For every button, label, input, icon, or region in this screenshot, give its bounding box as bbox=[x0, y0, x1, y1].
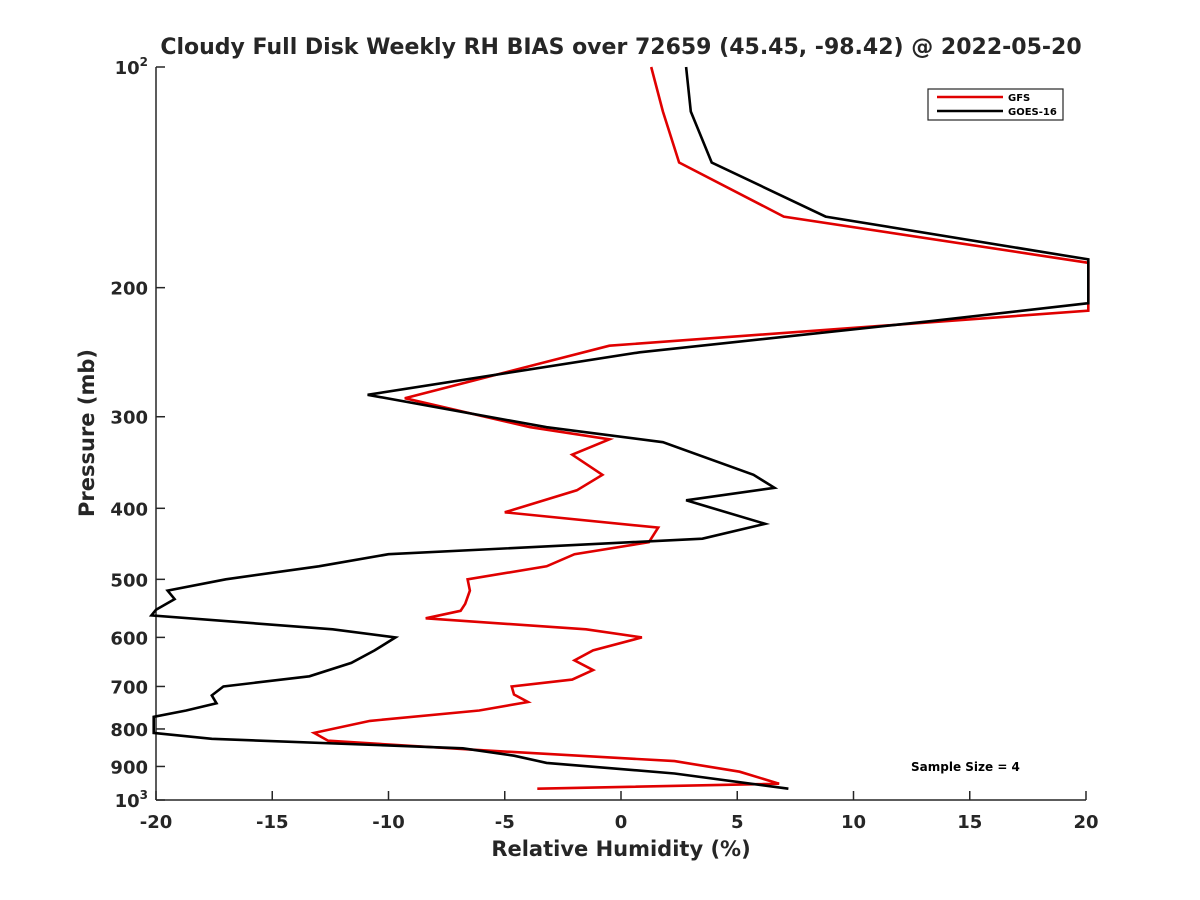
y-tick-label: 600 bbox=[110, 628, 148, 649]
y-tick-label: 103 bbox=[115, 788, 148, 812]
x-tick-label: 15 bbox=[957, 812, 982, 833]
x-tick-label: 5 bbox=[731, 812, 744, 833]
plot-area bbox=[148, 66, 1090, 801]
x-tick-label: 0 bbox=[615, 812, 628, 833]
y-tick-label: 700 bbox=[110, 677, 148, 698]
legend: GFS GOES-16 bbox=[927, 88, 1064, 121]
legend-label-gfs: GFS bbox=[1008, 93, 1030, 104]
sample-size-annotation: Sample Size = 4 bbox=[911, 760, 1020, 774]
chart-title: Cloudy Full Disk Weekly RH BIAS over 726… bbox=[160, 35, 1081, 60]
series-lines bbox=[148, 66, 1090, 790]
y-tick-label: 900 bbox=[110, 757, 148, 778]
plot-frame bbox=[156, 67, 1086, 800]
y-tick-label: 300 bbox=[110, 408, 148, 429]
x-tick-label: -15 bbox=[256, 812, 289, 833]
x-tick-label: -20 bbox=[140, 812, 173, 833]
x-tick-label: 10 bbox=[841, 812, 866, 833]
y-axis-label: Pressure (mb) bbox=[75, 349, 99, 517]
legend-box bbox=[927, 88, 1064, 121]
y-tick-label: 800 bbox=[110, 720, 148, 741]
series-line-gfs bbox=[310, 66, 1090, 790]
y-tick-label: 500 bbox=[110, 570, 148, 591]
y-axis-ticks: 102 200 300 400 500 600 700 800 900 103 bbox=[110, 55, 165, 812]
y-tick-label: 102 bbox=[115, 55, 148, 79]
y-tick-label: 200 bbox=[110, 279, 148, 300]
x-tick-label: 20 bbox=[1073, 812, 1098, 833]
y-tick-label: 400 bbox=[110, 499, 148, 520]
x-tick-label: -10 bbox=[372, 812, 405, 833]
x-axis-label: Relative Humidity (%) bbox=[491, 837, 750, 861]
series-line-goes16 bbox=[148, 66, 1090, 790]
x-axis-ticks: -20 -15 -10 -5 0 5 10 15 20 bbox=[140, 791, 1099, 833]
x-tick-label: -5 bbox=[495, 812, 515, 833]
legend-label-goes16: GOES-16 bbox=[1008, 107, 1057, 118]
